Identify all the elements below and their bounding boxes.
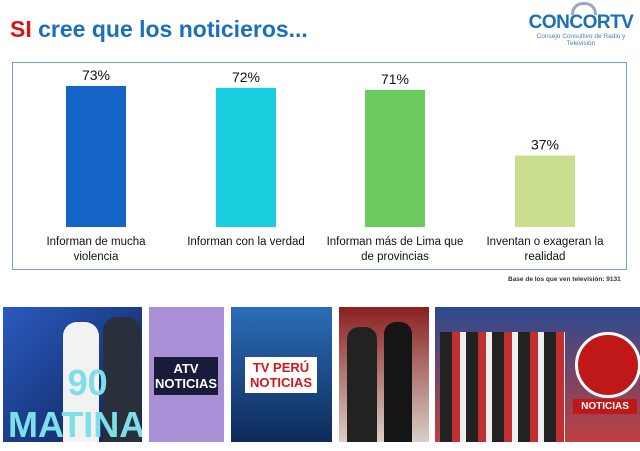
tv-image-tvperu: TV PERÚ NOTICIAS: [231, 307, 332, 442]
logo-tvperu: TV PERÚ NOTICIAS: [245, 357, 317, 393]
bar-1: [216, 87, 276, 227]
bar-0: [66, 86, 126, 227]
logo-america: NOTICIAS: [573, 399, 637, 414]
tv-image-america: NOTICIAS: [435, 307, 640, 442]
data-label-0: 73%: [82, 67, 110, 83]
category-label-2: Informan más de Lima que: [327, 236, 464, 248]
logo-atv: ATV NOTICIAS: [154, 357, 218, 395]
category-label-2: de provincias: [361, 251, 429, 263]
tv-image-atv: ATV NOTICIAS: [149, 307, 224, 442]
data-label-2: 71%: [381, 71, 409, 87]
logo-name: CONCORTV: [528, 12, 634, 33]
bar-2: [365, 89, 425, 228]
bar-chart: 73% Informan de mucha violencia 72% Informan…: [46, 67, 604, 263]
category-label-3: realidad: [525, 251, 566, 263]
tv-image-90: 90 MATINAL: [3, 307, 142, 442]
slide-title: SI cree que los noticieros...: [10, 16, 308, 43]
title-highlight: SI: [10, 16, 32, 42]
category-label-1: Informan con la verdad: [187, 236, 305, 248]
logo-90: 90 MATINAL: [8, 362, 142, 442]
data-label-1: 72%: [232, 69, 260, 85]
base-note: Base de los que ven televisión: 9131: [508, 276, 621, 283]
signal-icon: [571, 2, 597, 15]
category-label-0: violencia: [74, 251, 119, 263]
tv-image-anchors: [339, 307, 429, 442]
category-label-3: Inventan o exageran la: [486, 236, 604, 248]
category-label-0: Informan de mucha: [46, 236, 146, 248]
title-rest: cree que los noticieros...: [31, 16, 308, 42]
concortv-logo: CONCORTV Consejo Consultivo de Radio y T…: [525, 2, 637, 47]
data-label-3: 37%: [531, 137, 559, 153]
logo-subtitle: Consejo Consultivo de Radio y Televisión: [536, 33, 626, 47]
bar-3: [515, 155, 575, 227]
chart-frame: [12, 62, 627, 270]
